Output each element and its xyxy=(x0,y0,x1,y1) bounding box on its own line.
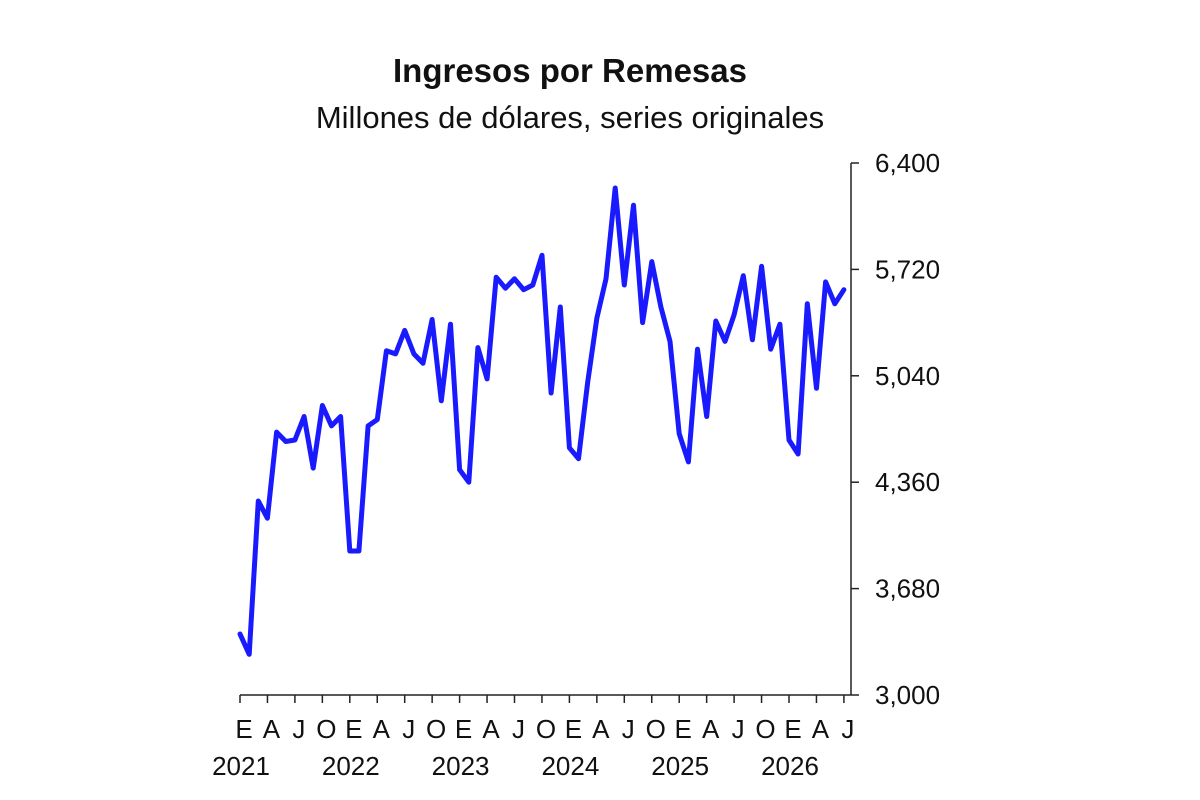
x-month-label: A xyxy=(812,714,830,744)
y-tick-label: 5,720 xyxy=(875,254,940,284)
x-year-label: 2023 xyxy=(432,751,490,781)
x-month-label: A xyxy=(702,714,720,744)
x-month-label: O xyxy=(646,714,666,744)
x-month-label: E xyxy=(784,714,801,744)
x-year-label: 2026 xyxy=(761,751,819,781)
y-tick-label: 5,040 xyxy=(875,361,940,391)
x-month-label: O xyxy=(536,714,556,744)
x-year-label: 2022 xyxy=(322,751,380,781)
y-tick-label: 3,680 xyxy=(875,574,940,604)
x-month-label: E xyxy=(565,714,582,744)
x-month-label: E xyxy=(675,714,692,744)
x-month-label: J xyxy=(841,714,854,744)
x-month-label: A xyxy=(373,714,391,744)
x-month-label: O xyxy=(755,714,775,744)
x-month-label: J xyxy=(402,714,415,744)
x-month-label: A xyxy=(482,714,500,744)
x-month-label: A xyxy=(592,714,610,744)
x-month-label: O xyxy=(316,714,336,744)
y-tick-label: 6,400 xyxy=(875,148,940,178)
x-month-label: O xyxy=(426,714,446,744)
x-month-label: J xyxy=(732,714,745,744)
x-year-label: 2025 xyxy=(651,751,709,781)
series-line xyxy=(237,185,847,657)
y-tick-label: 4,360 xyxy=(875,467,940,497)
x-month-label: J xyxy=(512,714,525,744)
chart-subtitle: Millones de dólares, series originales xyxy=(315,100,825,135)
chart-title: Ingresos por Remesas xyxy=(393,52,747,89)
x-year-label: 2021 xyxy=(212,751,270,781)
y-tick-label: 3,000 xyxy=(875,680,940,710)
x-month-label: A xyxy=(263,714,281,744)
x-month-label: E xyxy=(455,714,472,744)
x-month-label: J xyxy=(622,714,635,744)
x-month-label: E xyxy=(235,714,252,744)
x-month-label: J xyxy=(292,714,305,744)
x-year-label: 2024 xyxy=(541,751,599,781)
x-month-label: E xyxy=(345,714,362,744)
